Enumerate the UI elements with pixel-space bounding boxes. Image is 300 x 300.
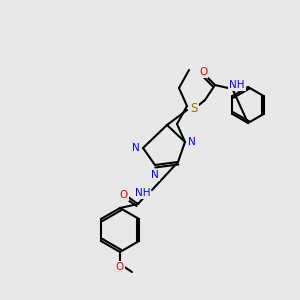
Text: O: O bbox=[116, 262, 124, 272]
Text: N: N bbox=[188, 137, 196, 147]
Text: NH: NH bbox=[229, 80, 244, 90]
Text: N: N bbox=[151, 170, 159, 180]
Text: NH: NH bbox=[134, 188, 150, 198]
Text: N: N bbox=[132, 143, 140, 153]
Text: O: O bbox=[120, 190, 128, 200]
Text: S: S bbox=[190, 103, 197, 116]
Text: O: O bbox=[199, 67, 207, 77]
